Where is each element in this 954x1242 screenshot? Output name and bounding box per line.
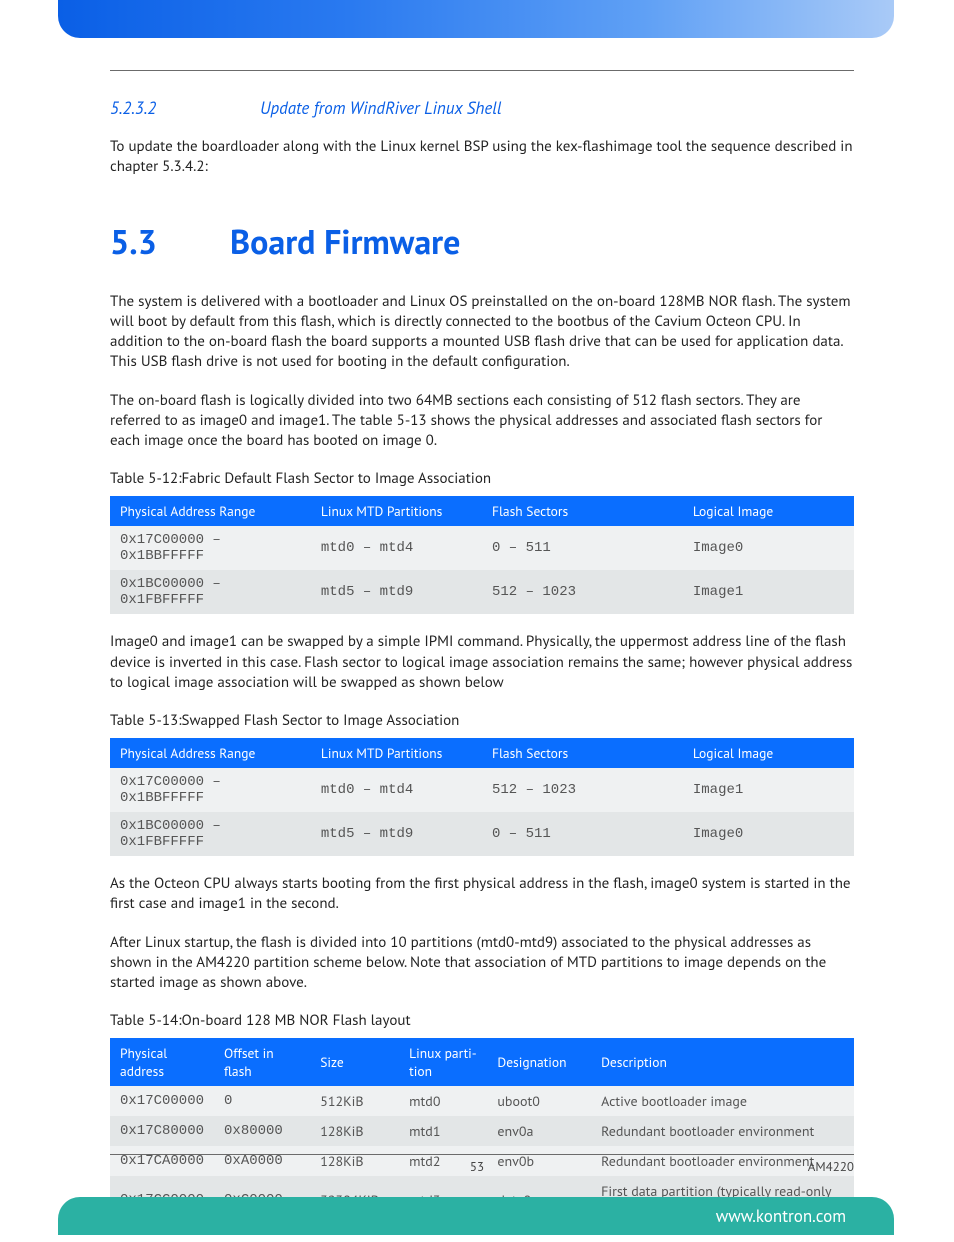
- col-header: Flash Sectors: [482, 496, 683, 526]
- col-header: Designation: [487, 1038, 591, 1086]
- table-5-13: Physical Address Range Linux MTD Partiti…: [110, 738, 854, 856]
- cell: 128KiB: [310, 1116, 399, 1146]
- section-number: 5.3: [110, 220, 230, 264]
- paragraph: As the Octeon CPU always starts booting …: [110, 874, 854, 915]
- cell: 0x17C00000 – 0x1BBFFFFF: [110, 526, 311, 570]
- cell: mtd0 – mtd4: [311, 768, 482, 812]
- cell: mtd5 – mtd9: [311, 812, 482, 856]
- col-header: Physical Address Range: [110, 496, 311, 526]
- paragraph: The on-board flash is logically divided …: [110, 391, 854, 452]
- cell: 0 – 511: [482, 812, 683, 856]
- col-header: Linux MTD Partitions: [311, 496, 482, 526]
- header-accent-bar: [58, 0, 894, 38]
- table-row: 0x17C00000 0 512KiB mtd0 uboot0 Active b…: [110, 1086, 854, 1116]
- subsection-title: Update from WindRiver Linux Shell: [260, 97, 501, 119]
- top-rule: [110, 70, 854, 71]
- cell: 0 – 511: [482, 526, 683, 570]
- cell: mtd1: [399, 1116, 487, 1146]
- cell: Active bootloader image: [591, 1086, 854, 1116]
- footer-rule: [110, 1154, 854, 1155]
- cell: 0x17C00000 – 0x1BBFFFFF: [110, 768, 311, 812]
- cell: mtd0 – mtd4: [311, 526, 482, 570]
- cell: 0: [214, 1086, 310, 1116]
- col-header: Description: [591, 1038, 854, 1086]
- paragraph: After Linux startup, the flash is divide…: [110, 933, 854, 994]
- table-caption: Table 5-13:Swapped Flash Sector to Image…: [110, 711, 854, 730]
- paragraph: Image0 and image1 can be swapped by a si…: [110, 632, 854, 693]
- cell: uboot0: [487, 1086, 591, 1116]
- page-content: 5.2.3.2 Update from WindRiver Linux Shel…: [110, 70, 854, 1242]
- table-caption: Table 5-14:On-board 128 MB NOR Flash lay…: [110, 1011, 854, 1030]
- col-header: Flash Sectors: [482, 738, 683, 768]
- col-header: Logical Image: [683, 738, 854, 768]
- col-header: Linux MTD Partitions: [311, 738, 482, 768]
- col-header: Physical Address Range: [110, 738, 311, 768]
- cell: Redundant bootloader environment: [591, 1116, 854, 1146]
- cell: 512KiB: [310, 1086, 399, 1116]
- footer-accent-bar: www.kontron.com: [58, 1197, 894, 1235]
- cell: 0x80000: [214, 1116, 310, 1146]
- col-header: Physical address: [110, 1038, 214, 1086]
- cell: Image0: [683, 812, 854, 856]
- model-label: AM4220: [808, 1158, 854, 1175]
- cell: env0a: [487, 1116, 591, 1146]
- col-header: Size: [310, 1038, 399, 1086]
- footer-url: www.kontron.com: [716, 1205, 846, 1227]
- paragraph: To update the boardloader along with the…: [110, 137, 854, 178]
- cell: 0x1BC00000 – 0x1FBFFFFF: [110, 570, 311, 614]
- cell: Image1: [683, 768, 854, 812]
- col-header: Linux parti-tion: [399, 1038, 487, 1086]
- cell: 0x1BC00000 – 0x1FBFFFFF: [110, 812, 311, 856]
- section-title: Board Firmware: [230, 220, 460, 264]
- cell: 512 – 1023: [482, 768, 683, 812]
- cell: mtd0: [399, 1086, 487, 1116]
- table-row: 0x1BC00000 – 0x1FBFFFFF mtd5 – mtd9 512 …: [110, 570, 854, 614]
- section-heading: 5.3 Board Firmware: [110, 220, 854, 264]
- paragraph: The system is delivered with a bootloade…: [110, 292, 854, 373]
- table-row: 0x17C80000 0x80000 128KiB mtd1 env0a Red…: [110, 1116, 854, 1146]
- cell: 0x17C00000: [110, 1086, 214, 1116]
- cell: 0x17C80000: [110, 1116, 214, 1146]
- cell: Image0: [683, 526, 854, 570]
- table-caption: Table 5-12:Fabric Default Flash Sector t…: [110, 469, 854, 488]
- col-header: Logical Image: [683, 496, 854, 526]
- table-row: 0x17C00000 – 0x1BBFFFFF mtd0 – mtd4 512 …: [110, 768, 854, 812]
- table-row: 0x17C00000 – 0x1BBFFFFF mtd0 – mtd4 0 – …: [110, 526, 854, 570]
- table-row: 0x1BC00000 – 0x1FBFFFFF mtd5 – mtd9 0 – …: [110, 812, 854, 856]
- col-header: Offset in flash: [214, 1038, 310, 1086]
- subsection-number: 5.2.3.2: [110, 97, 260, 119]
- cell: Image1: [683, 570, 854, 614]
- table-5-12: Physical Address Range Linux MTD Partiti…: [110, 496, 854, 614]
- cell: 512 – 1023: [482, 570, 683, 614]
- cell: mtd5 – mtd9: [311, 570, 482, 614]
- subsection-heading: 5.2.3.2 Update from WindRiver Linux Shel…: [110, 97, 854, 119]
